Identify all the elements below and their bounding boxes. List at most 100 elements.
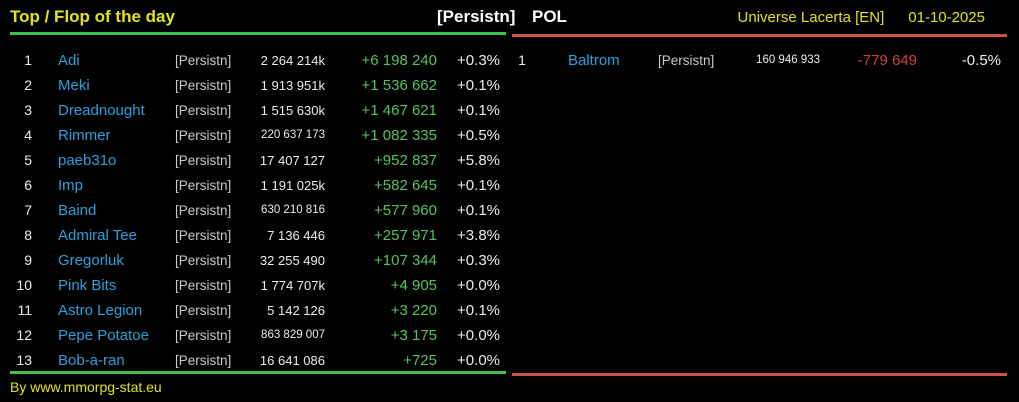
- table-row: 2 Meki [Persistn] 1 913 951k +1 536 662 +0.1%: [0, 73, 510, 98]
- points-value: 2 264 214k: [260, 53, 325, 68]
- rank-cell: 5: [24, 152, 32, 168]
- points-value: 1 774 707k: [260, 278, 325, 293]
- player-name-link[interactable]: Baltrom: [568, 52, 620, 69]
- header-alliance-tag: [Persistn]: [437, 7, 516, 26]
- change-value: +4 905: [390, 277, 437, 294]
- alliance-tag: [Persistn]: [175, 53, 232, 68]
- percent-value: +0.0%: [457, 277, 500, 294]
- change-value: +1 536 662: [361, 77, 438, 94]
- percent-value: +0.5%: [457, 127, 500, 144]
- percent-value: +0.3%: [457, 252, 500, 269]
- rank-cell: 7: [24, 202, 32, 218]
- percent-value: +0.1%: [457, 177, 500, 194]
- table-row: 4 Rimmer [Persistn] 220 637 173 +1 082 335 +0…: [0, 123, 510, 148]
- alliance-tag: [Persistn]: [175, 178, 232, 193]
- alliance-tag: [Persistn]: [175, 103, 232, 118]
- change-value: +3 220: [390, 302, 437, 319]
- points-value: 32 255 490: [259, 253, 325, 268]
- player-name-link[interactable]: Baind: [58, 202, 97, 219]
- page-title: Top / Flop of the day: [10, 7, 175, 26]
- player-name-link[interactable]: Dreadnought: [58, 102, 145, 119]
- rank-cell: 6: [24, 177, 32, 193]
- change-value: +725: [403, 352, 437, 369]
- alliance-tag: [Persistn]: [175, 303, 232, 318]
- change-value: +1 467 621: [361, 102, 438, 119]
- points-value: 1 515 630k: [260, 103, 325, 118]
- rank-cell: 11: [17, 302, 32, 318]
- player-name-link[interactable]: Admiral Tee: [58, 227, 137, 244]
- table-row: 3 Dreadnought [Persistn] 1 515 630k +1 467 6…: [0, 98, 510, 123]
- bottom-separator-red: [512, 373, 1007, 376]
- flop-table-rows: 1 Baltrom [Persistn] 160 946 933 -779 649 -0.…: [510, 48, 1019, 73]
- change-value: +952 837: [374, 152, 437, 169]
- top-separator-red: [512, 34, 1007, 37]
- points-value: 1 191 025k: [260, 178, 325, 193]
- player-name-link[interactable]: Astro Legion: [58, 302, 143, 319]
- percent-value: +0.1%: [457, 77, 500, 94]
- rank-cell: 4: [24, 127, 32, 143]
- header-right-group: Universe Lacerta [EN] 01-10-2025: [738, 9, 985, 26]
- player-name-link[interactable]: Imp: [58, 177, 84, 194]
- change-value: +1 082 335: [361, 127, 438, 144]
- table-row: 12 Pepe Potatoe [Persistn] 863 829 007 +3 17…: [0, 323, 510, 348]
- player-name-link[interactable]: paeb31o: [58, 152, 117, 169]
- bottom-separator-green: [10, 371, 506, 374]
- table-row: 5 paeb31o [Persistn] 17 407 127 +952 837 +5.8…: [0, 148, 510, 173]
- player-name-link[interactable]: Pepe Potatoe: [58, 327, 149, 344]
- percent-value: +0.0%: [457, 352, 500, 369]
- points-value: 863 829 007: [261, 329, 325, 341]
- rank-cell: 2: [24, 77, 32, 93]
- change-value: +107 344: [374, 252, 437, 269]
- player-name-link[interactable]: Gregorluk: [58, 252, 124, 269]
- top-table-rows: 1 Adi [Persistn] 2 264 214k +6 198 240 +0.3% 2…: [0, 48, 510, 373]
- percent-value: +0.1%: [457, 102, 500, 119]
- flop-table: 1 Baltrom [Persistn] 160 946 933 -779 649 -0.…: [510, 48, 1019, 373]
- alliance-tag: [Persistn]: [175, 353, 232, 368]
- change-value: +582 645: [374, 177, 437, 194]
- alliance-tag: [Persistn]: [175, 78, 232, 93]
- header-country-label: POL: [532, 7, 567, 26]
- percent-value: +0.1%: [457, 302, 500, 319]
- universe-label: Universe Lacerta [EN]: [737, 9, 885, 26]
- table-row: 8 Admiral Tee [Persistn] 7 136 446 +257 971 +…: [0, 223, 510, 248]
- percent-value: +3.8%: [457, 227, 500, 244]
- player-name-link[interactable]: Rimmer: [58, 127, 111, 144]
- rank-cell: 3: [24, 102, 32, 118]
- rank-cell: 12: [16, 327, 32, 343]
- change-value: -779 649: [857, 52, 917, 69]
- change-value: +3 175: [390, 327, 437, 344]
- percent-value: -0.5%: [961, 52, 1001, 69]
- top-separator-green: [10, 32, 506, 35]
- table-row: 11 Astro Legion [Persistn] 5 142 126 +3 220 +…: [0, 298, 510, 323]
- points-value: 1 913 951k: [260, 78, 325, 93]
- player-name-link[interactable]: Bob-a-ran: [58, 352, 125, 369]
- table-row: 1 Baltrom [Persistn] 160 946 933 -779 649 -0.…: [510, 48, 1019, 73]
- table-row: 10 Pink Bits [Persistn] 1 774 707k +4 905 +0.…: [0, 273, 510, 298]
- points-value: 16 641 086: [259, 353, 325, 368]
- percent-value: +0.1%: [457, 202, 500, 219]
- points-value: 220 637 173: [261, 129, 325, 141]
- table-row: 1 Adi [Persistn] 2 264 214k +6 198 240 +0.3%: [0, 48, 510, 73]
- points-value: 17 407 127: [259, 153, 325, 168]
- top-table: 1 Adi [Persistn] 2 264 214k +6 198 240 +0.3% 2…: [0, 48, 510, 373]
- alliance-tag: [Persistn]: [175, 128, 232, 143]
- change-value: +577 960: [374, 202, 437, 219]
- rank-cell: 1: [24, 52, 32, 68]
- player-name-link[interactable]: Adi: [58, 52, 80, 69]
- points-value: 160 946 933: [756, 54, 820, 66]
- alliance-tag: [Persistn]: [175, 228, 232, 243]
- points-value: 7 136 446: [267, 228, 325, 243]
- table-row: 13 Bob-a-ran [Persistn] 16 641 086 +725 +0.0%: [0, 348, 510, 373]
- player-name-link[interactable]: Pink Bits: [58, 277, 117, 294]
- player-name-link[interactable]: Meki: [58, 77, 90, 94]
- alliance-tag: [Persistn]: [658, 53, 715, 68]
- rank-cell: 8: [24, 227, 32, 243]
- percent-value: +0.3%: [457, 52, 500, 69]
- table-row: 7 Baind [Persistn] 630 210 816 +577 960 +0.1%: [0, 198, 510, 223]
- points-value: 5 142 126: [267, 303, 325, 318]
- date-label: 01-10-2025: [908, 9, 985, 26]
- alliance-tag: [Persistn]: [175, 153, 232, 168]
- alliance-tag: [Persistn]: [175, 203, 232, 218]
- footer-credit: By www.mmorpg-stat.eu: [10, 379, 162, 395]
- alliance-tag: [Persistn]: [175, 278, 232, 293]
